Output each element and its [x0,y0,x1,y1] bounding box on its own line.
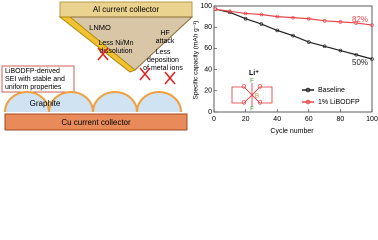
graphite [4,91,182,113]
annotation: 50% [352,58,368,67]
al-label: Al current collector [93,5,160,14]
legend-marker [305,99,311,105]
x-tick-label: 60 [305,116,313,123]
point [306,16,311,21]
point [322,44,327,49]
point [275,28,280,33]
inset-atom: O [242,101,247,107]
cross [139,67,151,81]
x-tick-label: 100 [366,116,378,123]
point [243,11,248,16]
anode-label: Graphite [30,99,61,108]
deposition-label: Less [156,49,171,56]
point [322,19,327,23]
x-tick-label: 20 [242,116,250,123]
cross [97,47,109,61]
point [291,33,295,38]
inset-atom: O [242,85,247,91]
legend-label: Baseline [318,87,345,94]
deposition-label: deposition [147,57,179,64]
point [275,14,280,19]
cu-collector [4,113,188,131]
point [228,9,232,14]
point [291,15,295,20]
inset-atom: F [250,107,254,113]
annotation: 82% [352,15,368,24]
y-tick-label: 0 [208,109,212,116]
cross [164,71,176,85]
sei-label: uniform properties [5,84,62,91]
diagram: Al current collector LNMO HF attack Less… [1,1,194,131]
y-tick-label: 100 [200,3,212,10]
cathode-label: LNMO [89,23,111,32]
sei-label: SEI with stable and [5,76,65,83]
y-tick-label: 60 [204,45,212,52]
dissolution-label: Less Ni/Mn [98,40,133,47]
legend-label: 1% LiBODFP [318,99,360,106]
inset-atom: O [258,85,263,91]
inset-atom: F [250,79,254,85]
sei-box [1,65,75,93]
point [338,20,343,24]
deposition-label: of metal ions [143,65,183,72]
x-tick-label: 80 [337,116,345,123]
hf-label: attack [156,38,175,45]
y-tick-label: 40 [204,66,212,73]
legend-marker [305,87,311,93]
cu-label: Cu current collector [61,118,131,127]
y-tick-label: 80 [204,24,212,31]
hf-label: HF [160,30,169,37]
x-axis-title: Cycle number [270,128,314,135]
series-line [215,8,373,60]
point [306,40,311,44]
figure: Al current collector LNMO HF attack Less… [1,1,378,135]
series-line [215,8,373,26]
point [354,21,359,25]
inset-cation: Li⁺ [249,70,259,77]
y-axis-title: Specific capacity (mAh g⁻¹) [193,21,200,100]
inset-atom: O [258,101,263,107]
x-tick-label: 40 [273,116,281,123]
point [259,12,264,17]
point [370,23,374,27]
point [354,52,359,57]
inset-center: B [255,94,259,100]
dissolution-label: dissolution [99,48,132,55]
cathode-coating [58,16,136,73]
point [213,7,218,11]
sei-label: LiBODFP-derived [5,68,60,75]
x-tick-label: 0 [212,116,216,123]
point [338,48,343,53]
y-tick-label: 20 [204,88,212,95]
bond [231,83,273,107]
point [243,16,248,21]
point [259,22,264,26]
point [370,57,374,61]
